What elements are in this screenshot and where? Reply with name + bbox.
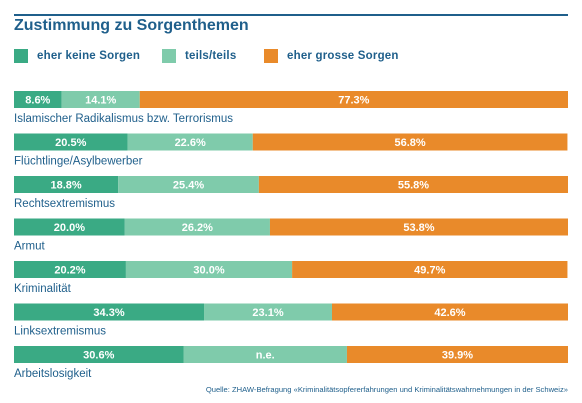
data-label-rechtsextremismus-s1: 25.4% — [173, 180, 204, 192]
legend-item-keine: eher keine Sorgen — [14, 49, 140, 63]
bar-segment-rechtsextremismus-s2 — [258, 176, 568, 193]
bar-segment-armut-s2 — [269, 218, 568, 236]
bar-segment-islamischer-radikalismus-bzw-terrorismus-s1 — [61, 91, 140, 108]
bar-segment-armut-s0 — [14, 218, 125, 236]
bar-segment-arbeitslosigkeit-s0 — [14, 346, 184, 363]
bar-segment-islamischer-radikalismus-bzw-terrorismus-s2 — [139, 91, 568, 108]
category-label-arbeitslosigkeit: Arbeitslosigkeit — [14, 368, 92, 380]
bar-segment-rechtsextremismus-s1 — [118, 176, 259, 193]
data-label-kriminalit-t-s0: 20.2% — [54, 265, 85, 277]
data-label-islamischer-radikalismus-bzw-terrorismus-s0: 8.6% — [25, 95, 50, 107]
bar-segment-fl-chtlinge-asylbewerber-s2 — [252, 133, 568, 151]
bar-segment-kriminalit-t-s2 — [292, 261, 568, 278]
data-label-islamischer-radikalismus-bzw-terrorismus-s2: 77.3% — [338, 95, 369, 107]
bar-segment-rechtsextremismus-s0 — [14, 176, 119, 193]
legend-label-keine: eher keine Sorgen — [37, 50, 141, 62]
data-label-linksextremismus-s2: 42.6% — [434, 307, 465, 319]
legend-swatch-keine — [14, 49, 28, 63]
legend-item-teils: teils/teils — [162, 49, 236, 63]
category-label-armut: Armut — [14, 241, 45, 253]
category-label-kriminalit-t: Kriminalität — [14, 283, 72, 295]
data-label-arbeitslosigkeit-s1: n.e. — [256, 350, 275, 362]
data-label-fl-chtlinge-asylbewerber-s2: 56.8% — [395, 137, 426, 149]
bar-segment-kriminalit-t-s1 — [125, 261, 293, 278]
data-label-arbeitslosigkeit-s2: 39.9% — [442, 350, 473, 362]
bar-segment-linksextremismus-s2 — [332, 303, 568, 321]
data-label-linksextremismus-s0: 34.3% — [93, 307, 124, 319]
legend-label-teils: teils/teils — [185, 50, 237, 62]
bar-segment-arbeitslosigkeit-s2 — [346, 346, 568, 363]
title-rule — [14, 14, 568, 16]
data-label-armut-s1: 26.2% — [182, 222, 213, 234]
data-label-kriminalit-t-s1: 30.0% — [193, 265, 224, 277]
legend-item-grosse: eher grosse Sorgen — [264, 49, 399, 63]
bar-segment-fl-chtlinge-asylbewerber-s1 — [127, 133, 253, 151]
legend-swatch-teils — [162, 49, 176, 63]
legend-swatch-grosse — [264, 49, 278, 63]
bar-segment-armut-s1 — [124, 218, 270, 236]
bar-segment-arbeitslosigkeit-s1 — [183, 346, 347, 363]
bar-segment-kriminalit-t-s0 — [14, 261, 126, 278]
data-label-arbeitslosigkeit-s0: 30.6% — [83, 350, 114, 362]
category-label-rechtsextremismus: Rechtsextremismus — [14, 198, 115, 210]
bar-segment-fl-chtlinge-asylbewerber-s0 — [14, 133, 128, 151]
data-label-fl-chtlinge-asylbewerber-s1: 22.6% — [175, 137, 206, 149]
data-label-rechtsextremismus-s0: 18.8% — [50, 180, 81, 192]
source-note: Quelle: ZHAW-Befragung «Kriminalitätsopf… — [205, 385, 568, 394]
data-label-armut-s2: 53.8% — [403, 222, 434, 234]
data-label-armut-s0: 20.0% — [54, 222, 85, 234]
data-label-fl-chtlinge-asylbewerber-s0: 20.5% — [55, 137, 86, 149]
category-label-linksextremismus: Linksextremismus — [14, 326, 106, 338]
bar-segment-islamischer-radikalismus-bzw-terrorismus-s0 — [14, 91, 62, 108]
data-label-rechtsextremismus-s2: 55.8% — [398, 180, 429, 192]
category-label-islamischer-radikalismus-bzw-terrorismus: Islamischer Radikalismus bzw. Terrorismu… — [14, 113, 233, 125]
data-label-linksextremismus-s1: 23.1% — [252, 307, 283, 319]
category-label-fl-chtlinge-asylbewerber: Flüchtlinge/Asylbewerber — [14, 156, 143, 168]
bar-segment-linksextremismus-s0 — [14, 303, 205, 321]
data-label-islamischer-radikalismus-bzw-terrorismus-s1: 14.1% — [85, 95, 116, 107]
bar-segment-linksextremismus-s1 — [204, 303, 332, 321]
data-label-kriminalit-t-s2: 49.7% — [414, 265, 445, 277]
chart-title: Zustimmung zu Sorgenthemen — [14, 17, 249, 34]
legend-label-grosse: eher grosse Sorgen — [287, 50, 399, 62]
